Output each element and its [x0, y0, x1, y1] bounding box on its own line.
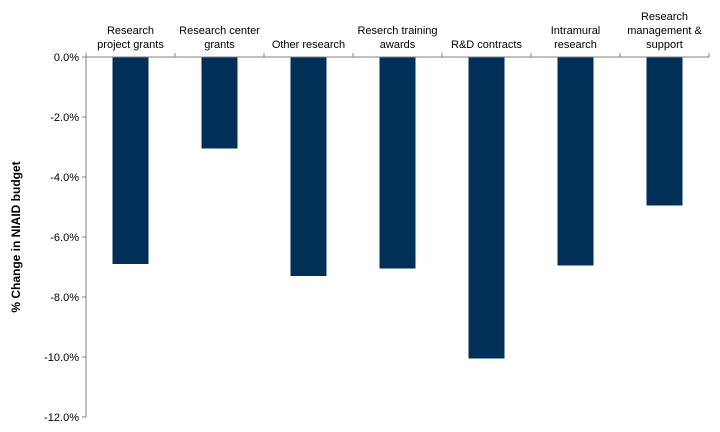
bar: [468, 57, 505, 359]
category-label-line: project grants: [97, 39, 164, 51]
category-label-line: Research: [641, 11, 688, 23]
category-label: Reserch training awards: [357, 25, 437, 51]
category-label-line: grants: [204, 39, 235, 51]
plot-area: 0.0% -2.0% -4.0% -6.0% -8.0% -10.0% -12.0% Rese…: [44, 11, 710, 424]
category-label-line: Research center: [179, 25, 260, 37]
y-tick-label: -2.0%: [50, 112, 79, 124]
category-label: Research center grants: [179, 25, 260, 51]
category-label-line: Reserch training: [357, 25, 437, 37]
category-label-line: research: [554, 39, 597, 51]
category-label: Intramural research: [551, 25, 601, 51]
category-label-line: awards: [380, 39, 416, 51]
y-tick-label: -12.0%: [44, 412, 79, 424]
category-label: R&D contracts: [451, 39, 522, 51]
bar: [646, 57, 683, 206]
category-label-line: Research: [107, 25, 154, 37]
category-label-line: support: [646, 39, 683, 51]
category-label-line: R&D contracts: [451, 39, 522, 51]
category-label: Research project grants: [97, 25, 164, 51]
bar: [112, 57, 149, 264]
y-tick-label: -10.0%: [44, 352, 79, 364]
bar: [557, 57, 594, 266]
y-tick-label: 0.0%: [54, 52, 79, 64]
y-tick-label: -6.0%: [50, 232, 79, 244]
y-tick-label: -4.0%: [50, 172, 79, 184]
category-label-line: Intramural: [551, 25, 601, 37]
category-label: Other research: [272, 39, 345, 51]
bar: [290, 57, 327, 276]
bar: [201, 57, 238, 149]
y-axis-title: % Change in NIAID budget: [9, 161, 23, 312]
category-label-line: Other research: [272, 39, 345, 51]
y-tick-label: -8.0%: [50, 292, 79, 304]
bar: [379, 57, 416, 269]
category-label-line: management &: [627, 25, 702, 37]
category-label: Research management & support: [627, 11, 702, 51]
